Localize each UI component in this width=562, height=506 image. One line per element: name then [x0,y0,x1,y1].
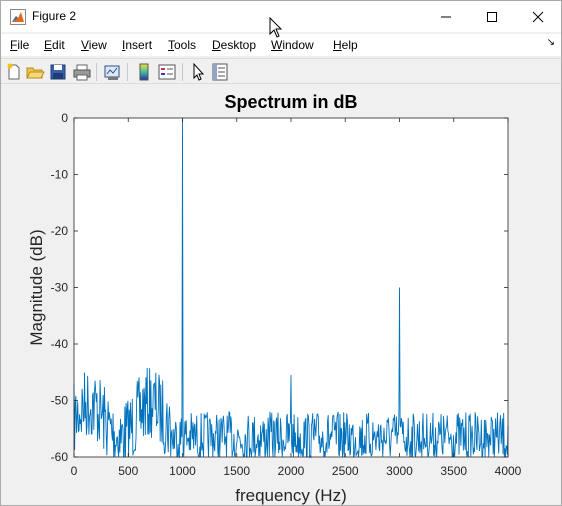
x-axis-label: frequency (Hz) [235,486,346,505]
minimize-button[interactable] [423,1,469,32]
menu-file[interactable]: File [10,38,30,52]
toolbar [1,58,561,84]
toolbar-separator [96,63,97,81]
y-tick-label: -20 [51,224,69,238]
x-tick-label: 3500 [440,464,467,478]
link-plot-icon[interactable] [102,62,122,82]
open-file-icon[interactable] [25,62,45,82]
x-tick-label: 3000 [386,464,413,478]
y-tick-label: -60 [51,450,69,464]
x-tick-label: 500 [118,464,138,478]
maximize-button[interactable] [469,1,515,32]
y-tick-label: 0 [61,111,68,125]
matlab-icon [10,9,26,25]
maximize-icon [487,11,497,22]
spectrum-plot[interactable]: 0 500 1000 1500 2000 2500 3000 3500 4000 0 -10 -20 -… [1,85,561,505]
y-tick-label: -50 [51,394,69,408]
window-title: Figure 2 [32,9,77,23]
close-button[interactable] [515,1,561,32]
toolbar-separator [127,63,128,81]
x-tick-label: 2500 [332,464,359,478]
y-tick-label: -30 [51,281,69,295]
close-icon [532,11,544,22]
new-figure-icon[interactable] [4,62,24,82]
y-tick-label: -10 [51,168,69,182]
insert-legend-icon[interactable] [157,62,177,82]
x-tick-label: 4000 [495,464,522,478]
property-inspector-icon[interactable] [210,62,230,82]
menu-help[interactable]: Help [333,38,358,52]
y-tick-label: -40 [51,337,69,351]
menu-edit[interactable]: Edit [44,38,65,52]
mouse-cursor-icon [269,16,283,44]
toolbar-separator [182,63,183,81]
chart-title: Spectrum in dB [224,92,357,112]
title-bar[interactable]: Figure 2 [1,1,561,32]
x-tick-label: 0 [71,464,78,478]
insert-colorbar-icon[interactable] [134,62,154,82]
menu-insert[interactable]: Insert [122,38,153,52]
menu-bar: File Edit View Insert Tools Desktop Wind… [1,34,561,56]
y-axis-label: Magnitude (dB) [27,229,46,345]
save-icon[interactable] [48,62,68,82]
menu-desktop[interactable]: Desktop [212,38,257,52]
menu-window[interactable]: Window [271,38,314,52]
edit-plot-pointer-icon[interactable] [188,62,208,82]
x-tick-label: 1500 [223,464,250,478]
menu-tools[interactable]: Tools [168,38,197,52]
x-tick-label: 2000 [278,464,305,478]
menu-view[interactable]: View [81,38,107,52]
print-icon[interactable] [72,62,92,82]
dock-arrow-icon[interactable]: ↘ [546,37,555,48]
x-tick-label: 1000 [169,464,196,478]
minimize-icon [441,16,451,17]
